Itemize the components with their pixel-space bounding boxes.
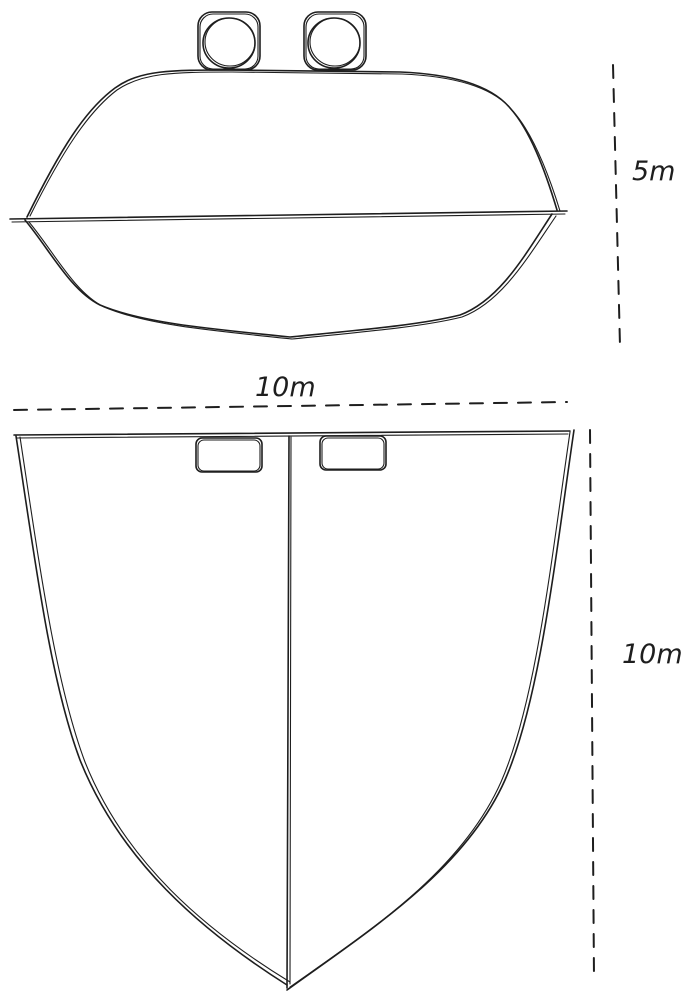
side-waterline — [9, 210, 568, 220]
side-engine-left — [197, 11, 261, 71]
side-view — [9, 11, 568, 340]
side-hull-lower — [24, 213, 553, 338]
top-hull-left — [15, 435, 288, 986]
side-hull-upper — [26, 69, 558, 218]
length-label: 10m — [622, 639, 683, 670]
side-engine-right — [303, 11, 367, 71]
length-dimension-line — [589, 429, 595, 979]
top-hull-right — [286, 429, 575, 991]
top-engine-left — [195, 437, 263, 473]
height-label: 5m — [632, 156, 675, 187]
top-view — [13, 429, 575, 991]
width-dimension-line — [13, 401, 568, 411]
top-engine-right — [319, 435, 387, 471]
width-label: 10m — [255, 372, 316, 403]
top-stern-edge — [13, 430, 571, 436]
top-centerline — [286, 435, 290, 989]
height-dimension-line — [612, 64, 621, 347]
